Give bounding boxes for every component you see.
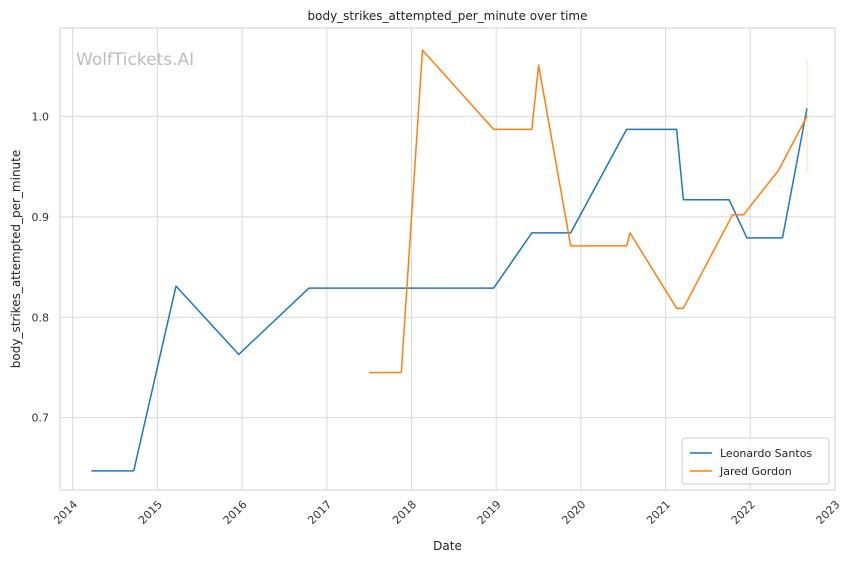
y-axis-label: body_strikes_attempted_per_minute xyxy=(9,150,23,368)
legend-box xyxy=(681,437,830,485)
x-tick-label: 2017 xyxy=(305,498,334,527)
series-lines xyxy=(91,49,808,472)
x-tick-label: 2019 xyxy=(475,498,504,527)
x-tick-label: 2023 xyxy=(814,498,843,527)
x-tick-label: 2018 xyxy=(390,498,419,527)
watermark: WolfTickets.AI xyxy=(76,50,194,70)
y-tick-label: 0.7 xyxy=(32,412,50,425)
x-tick-label: 2014 xyxy=(51,498,80,527)
series-line-1 xyxy=(369,49,808,374)
x-tick-label: 2022 xyxy=(729,498,758,527)
x-tick-label: 2020 xyxy=(559,498,588,527)
x-tick-label: 2016 xyxy=(221,498,250,527)
plot-frame xyxy=(59,27,836,491)
legend-label: Leonardo Santos xyxy=(720,447,812,460)
x-tick-labels: 2014 2015 2016 2017 2018 2019 2020 2021 2022 2023 xyxy=(51,498,842,527)
x-axis-label: Date xyxy=(433,539,462,553)
legend: Leonardo Santos Jared Gordon xyxy=(681,437,830,485)
series-line-0 xyxy=(91,108,808,472)
y-tick-label: 0.9 xyxy=(32,211,50,224)
chart-title: body_strikes_attempted_per_minute over t… xyxy=(308,9,588,23)
y-tick-label: 1.0 xyxy=(32,110,50,123)
y-tick-labels: 0.7 0.8 0.9 1.0 xyxy=(32,110,50,424)
grid-lines xyxy=(60,28,836,490)
legend-label: Jared Gordon xyxy=(719,465,792,478)
x-tick-label: 2021 xyxy=(644,498,673,527)
x-tick-label: 2015 xyxy=(136,498,165,527)
y-tick-label: 0.8 xyxy=(32,311,50,324)
